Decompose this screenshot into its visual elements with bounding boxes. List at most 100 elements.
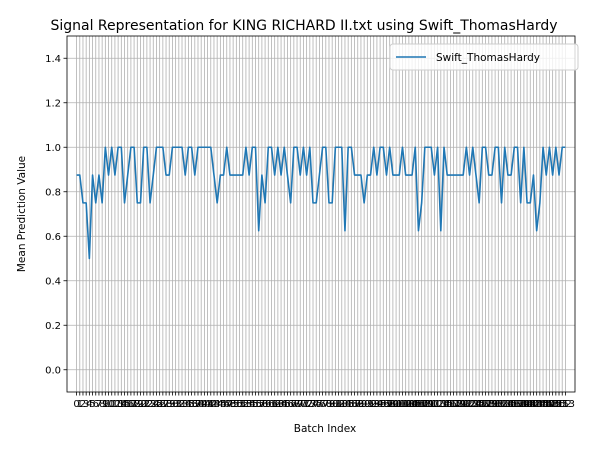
x-tick-label: 7 [96, 399, 102, 410]
x-tick-label: 77 [316, 399, 329, 410]
x-tick-label: 135 [498, 399, 517, 410]
x-tick-label: 49 [227, 399, 240, 410]
x-tick-label: 24 [147, 399, 160, 410]
x-tick-label: 48 [224, 399, 237, 410]
x-tick-label: 101 [390, 399, 409, 410]
x-tick-label: 40 [198, 399, 211, 410]
x-tick-label: 108 [412, 399, 431, 410]
x-tick-label: 57 [252, 399, 265, 410]
x-tick-label: 13 [112, 399, 125, 410]
x-tick-label: 66 [281, 399, 294, 410]
x-tick-label: 133 [492, 399, 511, 410]
x-tick-label: 87 [348, 399, 361, 410]
x-tick-label: 110 [418, 399, 437, 410]
x-tick-label: 113 [428, 399, 447, 410]
chart-title: Signal Representation for KING RICHARD I… [50, 18, 557, 34]
x-tick-label: 136 [502, 399, 521, 410]
x-tick-label: 15 [118, 399, 131, 410]
x-tick-label: 132 [489, 399, 508, 410]
x-tick-label: 141 [518, 399, 537, 410]
x-tick-label: 121 [454, 399, 473, 410]
x-tick-label: 54 [243, 399, 256, 410]
x-tick-label: 85 [342, 399, 355, 410]
x-tick-label: 140 [514, 399, 533, 410]
x-tick-label: 16 [121, 399, 134, 410]
x-tick-label: 62 [268, 399, 281, 410]
x-tick-label: 52 [236, 399, 249, 410]
x-tick-label: 150 [546, 399, 565, 410]
x-tick-label: 17 [125, 399, 138, 410]
x-tick-label: 134 [495, 399, 514, 410]
x-tick-label: 86 [345, 399, 358, 410]
y-tick-label: 0.0 [45, 365, 61, 376]
x-tick-label: 46 [217, 399, 230, 410]
y-tick-label: 1.2 [45, 98, 61, 109]
x-tick-label: 120 [450, 399, 469, 410]
x-tick-label: 98 [383, 399, 396, 410]
x-tick-label: 53 [240, 399, 253, 410]
x-tick-label: 33 [176, 399, 189, 410]
x-tick-label: 88 [351, 399, 364, 410]
x-tick-label: 144 [527, 399, 546, 410]
x-axis-label: Batch Index [294, 423, 356, 435]
x-tick-label: 50 [230, 399, 243, 410]
x-tick-label: 74 [307, 399, 320, 410]
x-tick-label: 27 [156, 399, 169, 410]
x-tick-label: 61 [265, 399, 278, 410]
x-tick-label: 84 [339, 399, 352, 410]
x-tick-label: 34 [179, 399, 192, 410]
x-tick-label: 96 [377, 399, 390, 410]
x-tick-label: 4 [86, 399, 92, 410]
x-tick-label: 76 [313, 399, 326, 410]
grid-lines [67, 36, 575, 392]
x-tick-label: 64 [275, 399, 288, 410]
x-tick-label: 63 [272, 399, 285, 410]
x-tick-label: 42 [204, 399, 217, 410]
x-tick-label: 20 [134, 399, 147, 410]
x-tick-label: 10 [102, 399, 115, 410]
x-tick-label: 105 [403, 399, 422, 410]
x-tick-label: 128 [476, 399, 495, 410]
x-tick-label: 130 [482, 399, 501, 410]
x-tick-label: 118 [444, 399, 463, 410]
x-tick-label: 99 [387, 399, 400, 410]
x-tick-label: 69 [291, 399, 304, 410]
x-tick-label: 147 [537, 399, 556, 410]
x-tick-label: 97 [380, 399, 393, 410]
x-tick-label: 137 [505, 399, 524, 410]
x-tick-label: 39 [195, 399, 208, 410]
x-tick-label: 6 [93, 399, 99, 410]
x-tick-label: 89 [355, 399, 368, 410]
x-tick-label: 9 [102, 399, 108, 410]
x-tick-label: 115 [434, 399, 453, 410]
legend-box [389, 43, 579, 71]
x-tick-label: 82 [332, 399, 345, 410]
x-tick-label: 94 [371, 399, 384, 410]
x-tick-label: 67 [284, 399, 297, 410]
x-tick-label: 83 [335, 399, 348, 410]
y-tick-label: 1.4 [45, 54, 61, 65]
y-tick-label: 0.6 [45, 232, 61, 243]
series-line-swift-thomashardy [76, 146, 566, 260]
x-tick-label: 109 [415, 399, 434, 410]
x-tick-label: 55 [246, 399, 259, 410]
x-tick-label: 92 [364, 399, 377, 410]
x-tick-label: 2 [80, 399, 86, 410]
plot-frame [66, 35, 576, 393]
x-tick-label: 119 [447, 399, 466, 410]
x-tick-label: 71 [297, 399, 310, 410]
x-tick-label: 25 [150, 399, 163, 410]
x-tick-label: 139 [511, 399, 530, 410]
x-tick-label: 126 [470, 399, 489, 410]
x-tick-label: 138 [508, 399, 527, 410]
x-tick-label: 103 [396, 399, 415, 410]
x-tick-label: 145 [530, 399, 549, 410]
y-axis-ticks: 0.0 0.2 0.4 0.6 0.8 1.0 1.2 1.4 [45, 54, 67, 376]
x-tick-label: 3 [83, 399, 89, 410]
x-tick-label: 19 [131, 399, 144, 410]
y-axis-label: Mean Prediction Value [16, 156, 28, 272]
x-tick-label: 38 [192, 399, 205, 410]
x-tick-label: 35 [182, 399, 195, 410]
x-tick-label: 58 [256, 399, 269, 410]
x-tick-label: 129 [479, 399, 498, 410]
